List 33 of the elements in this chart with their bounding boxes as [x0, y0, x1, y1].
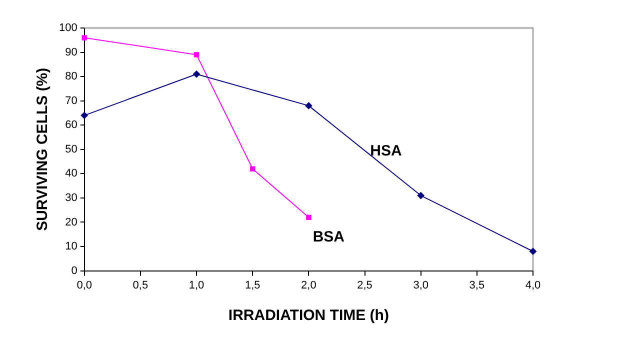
- point: [194, 52, 200, 58]
- x-tick-label: 3,0: [413, 279, 428, 292]
- point: [306, 214, 312, 220]
- x-tick-label: 0,0: [76, 279, 92, 292]
- point: [250, 166, 256, 172]
- y-tick-label: 10: [65, 240, 78, 253]
- series-label: HSA: [370, 142, 402, 160]
- x-tick-label: 0,5: [132, 279, 148, 292]
- point: [305, 102, 312, 110]
- point: [530, 248, 536, 255]
- x-tick-label: 2,5: [357, 279, 372, 292]
- x-tick-label: 1,0: [188, 279, 204, 292]
- y-tick-label: 30: [65, 192, 78, 204]
- series-label: BSA: [312, 228, 345, 246]
- y-tick-label: 80: [65, 70, 78, 83]
- y-tick-label: 40: [65, 168, 78, 180]
- x-tick-label: 4,0: [525, 279, 541, 292]
- point: [417, 192, 424, 200]
- point: [80, 112, 88, 119]
- y-tick-label: 100: [58, 22, 78, 34]
- y-tick-label: 90: [65, 46, 78, 58]
- y-axis-title: SURVIVING CELLS (%): [34, 68, 52, 231]
- y-tick-label: 60: [65, 119, 78, 132]
- y-tick-label: 20: [65, 216, 78, 228]
- y-tick-label: 70: [65, 94, 78, 107]
- point: [82, 35, 87, 40]
- y-tick-label: 0: [71, 264, 78, 277]
- x-axis-title: IRRADIATION TIME (h): [228, 307, 389, 324]
- y-tick-label: 50: [65, 143, 78, 156]
- point: [193, 70, 200, 78]
- x-tick-label: 1,5: [244, 279, 260, 292]
- x-tick-label: 2,0: [301, 279, 316, 292]
- x-tick-label: 3,5: [469, 279, 485, 292]
